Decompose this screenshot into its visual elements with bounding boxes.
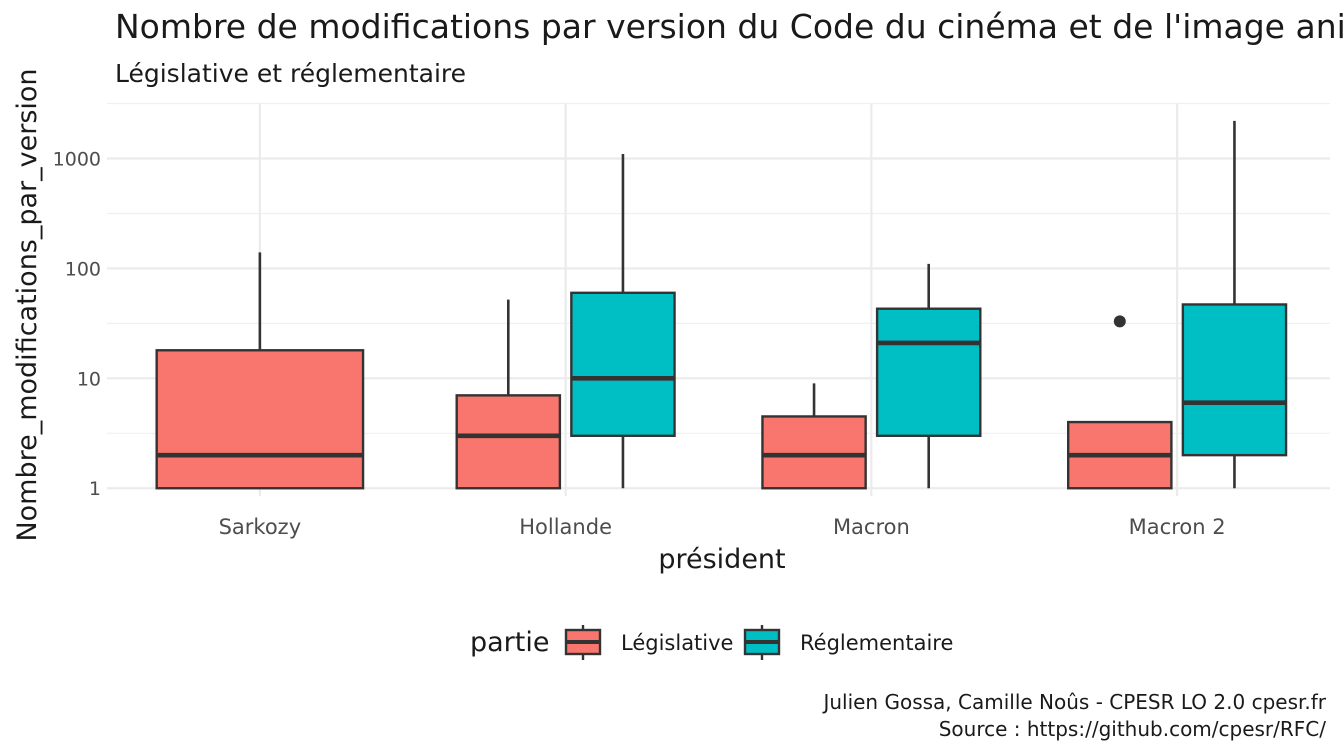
chart-subtitle: Législative et réglementaire: [115, 59, 466, 88]
x-tick-label: Macron 2: [1129, 515, 1226, 539]
legend-entry: Réglementaire: [743, 625, 953, 660]
legend-title: partie: [470, 627, 549, 658]
legend-label: Législative: [621, 631, 733, 655]
outlier-point: [1113, 315, 1126, 328]
x-axis-title: président: [658, 544, 785, 575]
axes: 1 10 100 1000 Sarkozy Hollande Macron Macron 2: [53, 149, 1226, 539]
box-iqr: [761, 415, 867, 490]
x-tick-label: Macron: [833, 515, 910, 539]
y-tick-label: 10: [77, 368, 101, 390]
boxplot: [155, 252, 365, 490]
legend: partie Législative Réglementaire: [470, 625, 953, 660]
caption-line-1: Julien Gossa, Camille Noûs - CPESR LO 2.…: [821, 690, 1326, 714]
boxplot: [875, 263, 982, 489]
box-iqr: [455, 394, 562, 490]
x-tick-label: Hollande: [519, 515, 612, 539]
y-tick-label: 100: [65, 258, 101, 280]
legend-entry: Législative: [564, 625, 733, 660]
boxplot: [1181, 120, 1288, 489]
boxplot: [761, 383, 867, 490]
boxplot: [570, 153, 676, 489]
legend-label: Réglementaire: [800, 631, 953, 655]
box-iqr: [570, 291, 676, 438]
box-iqr: [875, 307, 982, 438]
boxplot: [455, 299, 562, 490]
chart-title: Nombre de modifications par version du C…: [115, 7, 1344, 46]
x-tick-label: Sarkozy: [219, 515, 302, 539]
boxplot: [1067, 315, 1173, 490]
caption-line-2: Source : https://github.com/cpesr/RFC/: [939, 717, 1327, 741]
y-tick-label: 1000: [53, 149, 101, 171]
boxplots: [155, 120, 1288, 490]
y-axis-title: Nombre_modifications_par_version: [12, 68, 43, 541]
box-iqr: [155, 349, 365, 490]
box-iqr: [1181, 303, 1288, 457]
y-tick-label: 1: [89, 478, 101, 500]
